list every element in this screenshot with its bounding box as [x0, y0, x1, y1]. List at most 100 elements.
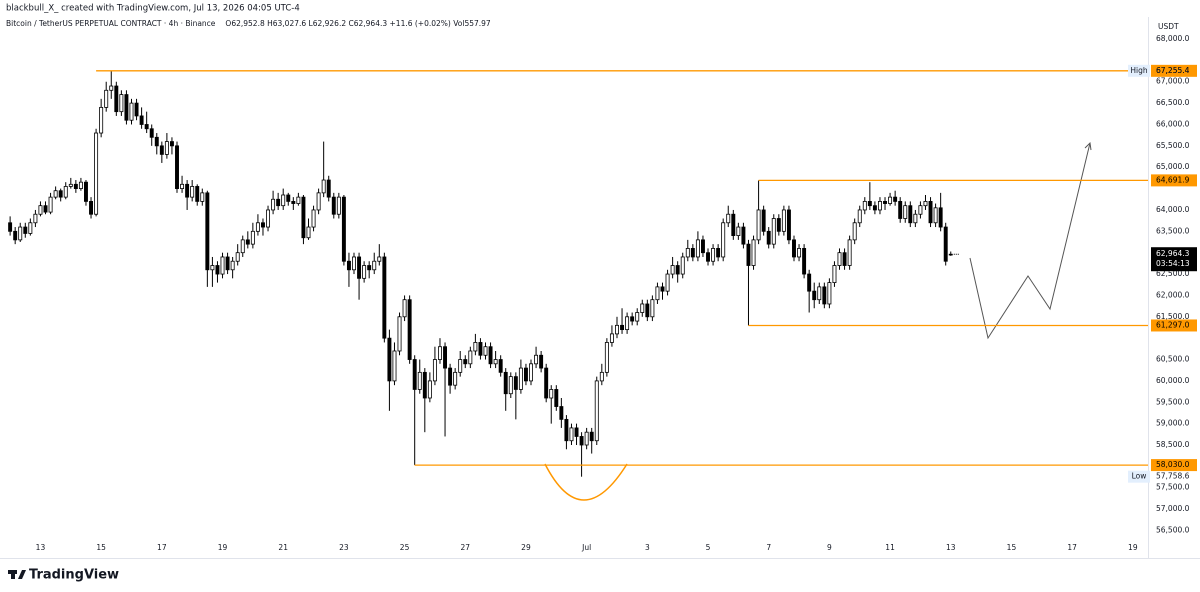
low-name: Low	[1132, 472, 1147, 481]
last-price-label: 62,964.3	[1156, 249, 1190, 258]
candle-body	[781, 209, 786, 232]
candle-body	[58, 190, 63, 198]
candle-body	[579, 436, 584, 446]
chart-title: Bitcoin / TetherUS PERPETUAL CONTRACT · …	[6, 19, 216, 28]
candle-body	[589, 431, 594, 442]
x-tick-label: 15	[1007, 543, 1017, 552]
candle-body	[786, 209, 791, 241]
credit: blackbull_X_ created with TradingView.co…	[6, 4, 300, 14]
candle-body	[655, 286, 660, 301]
y-tick-label: 63,500.0	[1156, 226, 1190, 235]
candle-body	[604, 342, 609, 373]
candle-body	[397, 316, 402, 352]
candle-body	[255, 222, 260, 232]
candle-body	[832, 265, 837, 284]
candle-body	[802, 248, 807, 275]
candle-body	[518, 367, 523, 390]
candle-body	[529, 363, 533, 382]
candle-body	[230, 260, 235, 271]
candle-body	[503, 371, 508, 395]
candle-body	[367, 265, 372, 271]
x-tick-label: 19	[218, 543, 228, 552]
y-tick-label: 67,000.0	[1156, 77, 1190, 86]
candle-body	[114, 85, 119, 113]
candle-body	[645, 303, 650, 318]
y-tick-label: 56,500.0	[1156, 525, 1190, 534]
candle-body	[164, 141, 169, 155]
candle-body	[630, 316, 635, 322]
level-tag	[1151, 64, 1197, 77]
candle-body	[862, 201, 867, 211]
x-tick-label: 25	[400, 543, 410, 552]
candle-body	[716, 248, 721, 258]
candle-body	[104, 89, 109, 108]
candle-body	[635, 312, 640, 322]
candle-body	[316, 192, 321, 211]
candle-body	[448, 367, 453, 386]
candle-body	[812, 290, 817, 301]
candle-body	[99, 106, 104, 134]
candle-body	[326, 179, 331, 198]
candle-body	[685, 248, 690, 258]
y-tick-label: 66,500.0	[1156, 98, 1190, 107]
y-tick-label: 57,000.0	[1156, 504, 1190, 513]
candle-body	[594, 380, 599, 442]
y-tick-label: 62,000.0	[1156, 290, 1190, 299]
candle-body	[609, 333, 614, 343]
candle-body	[822, 286, 827, 305]
candle-body	[402, 299, 407, 318]
high-value: 67,255.4	[1156, 66, 1190, 75]
candle-body	[584, 431, 589, 446]
y-tick-label: 57,500.0	[1156, 483, 1190, 492]
candle-body	[559, 406, 564, 420]
candle-body	[144, 124, 149, 130]
high-name: High	[1130, 66, 1147, 75]
candle-body	[94, 132, 99, 215]
candle-body	[63, 186, 68, 198]
candle-body	[554, 389, 559, 407]
ohlc-legend: O62,952.8 H63,027.6 L62,926.2 C62,964.3 …	[225, 19, 490, 28]
candle-body	[620, 324, 625, 331]
candle-body	[382, 256, 387, 339]
high-tag	[1128, 64, 1150, 77]
candle-body	[84, 181, 88, 202]
y-tick-label: 62,500.0	[1156, 269, 1190, 278]
candle-body	[817, 286, 822, 301]
candle-body	[599, 371, 604, 382]
candle-body	[852, 222, 857, 241]
y-tick-label: 60,500.0	[1156, 355, 1190, 364]
candle-body	[28, 222, 33, 234]
candle-body	[169, 141, 174, 147]
low-value: 57,758.6	[1156, 472, 1190, 481]
candle-body	[792, 239, 796, 258]
candle-body	[483, 346, 488, 356]
candle-body	[438, 346, 442, 360]
candle-body	[690, 248, 695, 258]
candle-body	[261, 222, 265, 228]
x-tick-label: 23	[339, 543, 349, 552]
candle-body	[893, 196, 898, 202]
candle-body	[463, 359, 468, 365]
low-tag	[1128, 470, 1150, 483]
candle-body	[23, 226, 28, 234]
candle-body	[296, 196, 301, 204]
candle-body	[89, 201, 93, 215]
candle-body	[625, 316, 630, 331]
x-tick-label: 29	[521, 543, 531, 552]
candle-body	[235, 252, 240, 262]
candle-body	[948, 253, 953, 256]
candle-body	[190, 186, 195, 198]
candle-body	[488, 346, 493, 365]
candle-body	[938, 207, 943, 228]
candle-body	[266, 209, 271, 228]
x-tick-label: 15	[96, 543, 106, 552]
candle-body	[306, 226, 311, 239]
candle-body	[736, 226, 741, 236]
logo-part	[18, 570, 26, 579]
candle-body	[468, 350, 473, 365]
candle-body	[154, 136, 159, 147]
candle-body	[569, 427, 574, 442]
y-tick-label: 66,000.0	[1156, 119, 1190, 128]
candle-body	[286, 194, 291, 202]
candle-body	[443, 346, 448, 369]
